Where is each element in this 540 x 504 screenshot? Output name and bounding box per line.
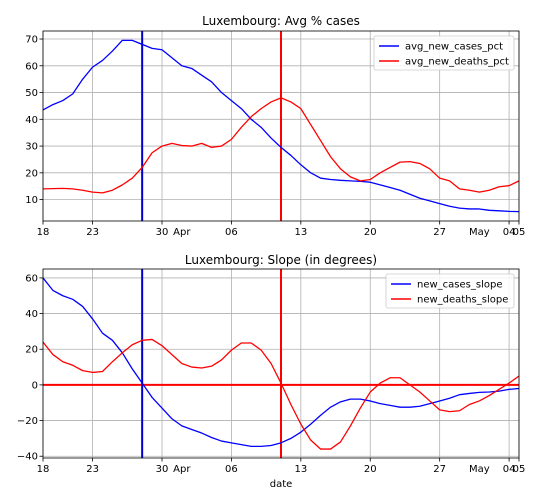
y-tick-label: 60	[25, 273, 38, 284]
legend-entry: avg_new_cases_pct	[405, 42, 503, 53]
y-tick-label: 40	[25, 115, 38, 126]
y-tick-label: −20	[17, 416, 38, 427]
cases-pct-chart: Luxembourg: Avg % cases 18 23 30 06 13 20 27 04…	[25, 14, 525, 238]
y-tick-label: 10	[25, 195, 38, 206]
x-tick-label: 18	[37, 464, 50, 475]
chart-title: Luxembourg: Slope (in degrees)	[185, 253, 377, 267]
y-tick-label: 30	[25, 142, 38, 153]
x-tick-label: 05	[513, 464, 526, 475]
series-lines	[42, 39, 520, 213]
y-axis: −40 −20 0 20 40 60	[17, 273, 43, 463]
legend-entry: new_deaths_slope	[417, 295, 508, 306]
x-tick-label: 04	[503, 227, 516, 238]
x-month-label: May	[469, 227, 490, 238]
legend: new_cases_slope new_deaths_slope	[385, 273, 515, 309]
chart-title: Luxembourg: Avg % cases	[202, 14, 360, 28]
x-tick-label: 27	[433, 464, 446, 475]
x-tick-label: 18	[37, 227, 50, 238]
x-tick-label: 27	[433, 227, 446, 238]
x-tick-label: 20	[364, 227, 377, 238]
x-tick-label: 06	[225, 227, 238, 238]
x-month-label: Apr	[173, 227, 191, 238]
y-tick-label: 50	[25, 88, 38, 99]
plot-frame	[42, 30, 520, 222]
x-tick-label: 30	[156, 227, 169, 238]
y-tick-label: 20	[25, 345, 38, 356]
x-tick-label: 13	[294, 227, 307, 238]
x-tick-label: 20	[364, 464, 377, 475]
x-axis-label: date	[270, 479, 293, 490]
reference-lines	[141, 31, 282, 221]
y-tick-label: 20	[25, 168, 38, 179]
series-avg_new_deaths_pct	[42, 97, 520, 194]
y-tick-label: 0	[32, 380, 38, 391]
x-tick-label: 13	[294, 464, 307, 475]
x-tick-label: 04	[503, 464, 516, 475]
y-tick-label: 40	[25, 309, 38, 320]
x-tick-label: 05	[513, 227, 526, 238]
legend: avg_new_cases_pct avg_new_deaths_pct	[373, 35, 515, 71]
x-tick-label: 30	[156, 464, 169, 475]
legend-box	[385, 273, 515, 309]
legend-box	[373, 35, 515, 71]
series-avg_new_cases_pct	[42, 39, 520, 213]
x-tick-label: 23	[86, 227, 99, 238]
y-tick-label: −40	[17, 452, 38, 463]
y-tick-label: 60	[25, 61, 38, 72]
y-tick-label: 70	[25, 35, 38, 46]
x-tick-label: 06	[225, 464, 238, 475]
x-tick-label: 23	[86, 464, 99, 475]
legend-entry: new_cases_slope	[417, 280, 502, 291]
y-axis: 10 20 30 40 50 60 70	[25, 35, 43, 206]
slope-chart: Luxembourg: Slope (in degrees) 18 23 30 06 1…	[17, 253, 525, 475]
reference-lines	[43, 269, 519, 458]
x-month-label: May	[469, 464, 490, 475]
series-new_deaths_slope	[42, 338, 520, 450]
x-month-label: Apr	[173, 464, 191, 475]
series-lines	[42, 277, 520, 450]
plot-frame	[42, 268, 520, 459]
legend-entry: avg_new_deaths_pct	[405, 57, 509, 68]
